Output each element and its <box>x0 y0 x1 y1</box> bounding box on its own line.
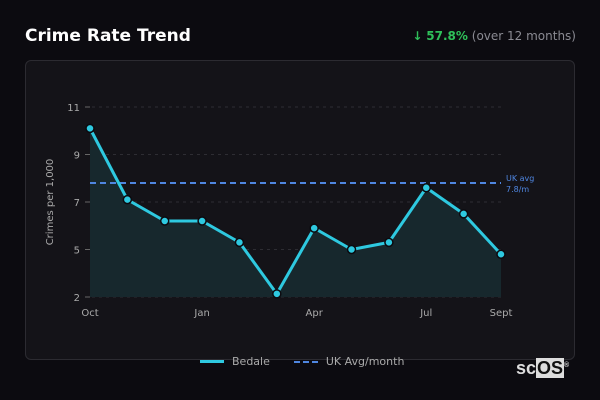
data-point <box>272 289 282 299</box>
change-value: 57.8% <box>426 29 468 43</box>
data-point <box>346 244 357 255</box>
x-tick-label: Oct <box>81 308 98 319</box>
legend-item-bedale[interactable]: Bedale <box>200 355 270 368</box>
y-tick-label: 11 <box>67 103 80 114</box>
page-title: Crime Rate Trend <box>25 26 191 46</box>
legend: Bedale UK Avg/month <box>200 355 404 368</box>
reference-value-label: 7.8/m <box>506 185 529 194</box>
legend-item-uk-avg[interactable]: UK Avg/month <box>293 355 405 368</box>
legend-label-uk-avg: UK Avg/month <box>325 355 405 368</box>
y-tick-label: 9 <box>74 151 80 162</box>
legend-swatch-dashed <box>293 360 318 363</box>
scos-logo: scOS® <box>516 358 569 379</box>
legend-swatch-solid <box>200 360 224 363</box>
data-point <box>458 209 469 219</box>
down-arrow-icon: ↓ <box>412 29 423 43</box>
data-point <box>421 183 432 193</box>
reference-label: UK avg <box>506 174 534 183</box>
y-tick-label: 2 <box>74 293 80 304</box>
change-note: (over 12 months) <box>471 29 576 43</box>
data-point <box>159 216 170 226</box>
data-point <box>384 237 394 248</box>
registered-mark: ® <box>564 362 570 369</box>
change-summary: ↓ 57.8% (over 12 months) <box>412 29 576 43</box>
data-point <box>496 249 506 259</box>
data-point <box>309 223 319 233</box>
area-fill <box>90 128 501 297</box>
data-point <box>85 123 95 134</box>
data-point <box>122 194 133 205</box>
legend-label-bedale: Bedale <box>232 355 270 368</box>
x-tick-label: Sept <box>490 308 513 319</box>
bedale-line <box>88 127 503 296</box>
x-tick-label: Apr <box>306 308 324 319</box>
x-tick-label: Jul <box>419 308 432 319</box>
y-axis-label: Crimes per 1,000 <box>45 159 56 246</box>
y-tick-label: 5 <box>74 246 80 257</box>
data-point <box>197 216 207 226</box>
y-tick-label: 7 <box>74 198 80 209</box>
data-point <box>234 237 245 248</box>
logo-text: sc <box>516 358 537 378</box>
logo-boxed-text: OS <box>536 358 565 378</box>
x-tick-label: Jan <box>193 308 209 319</box>
